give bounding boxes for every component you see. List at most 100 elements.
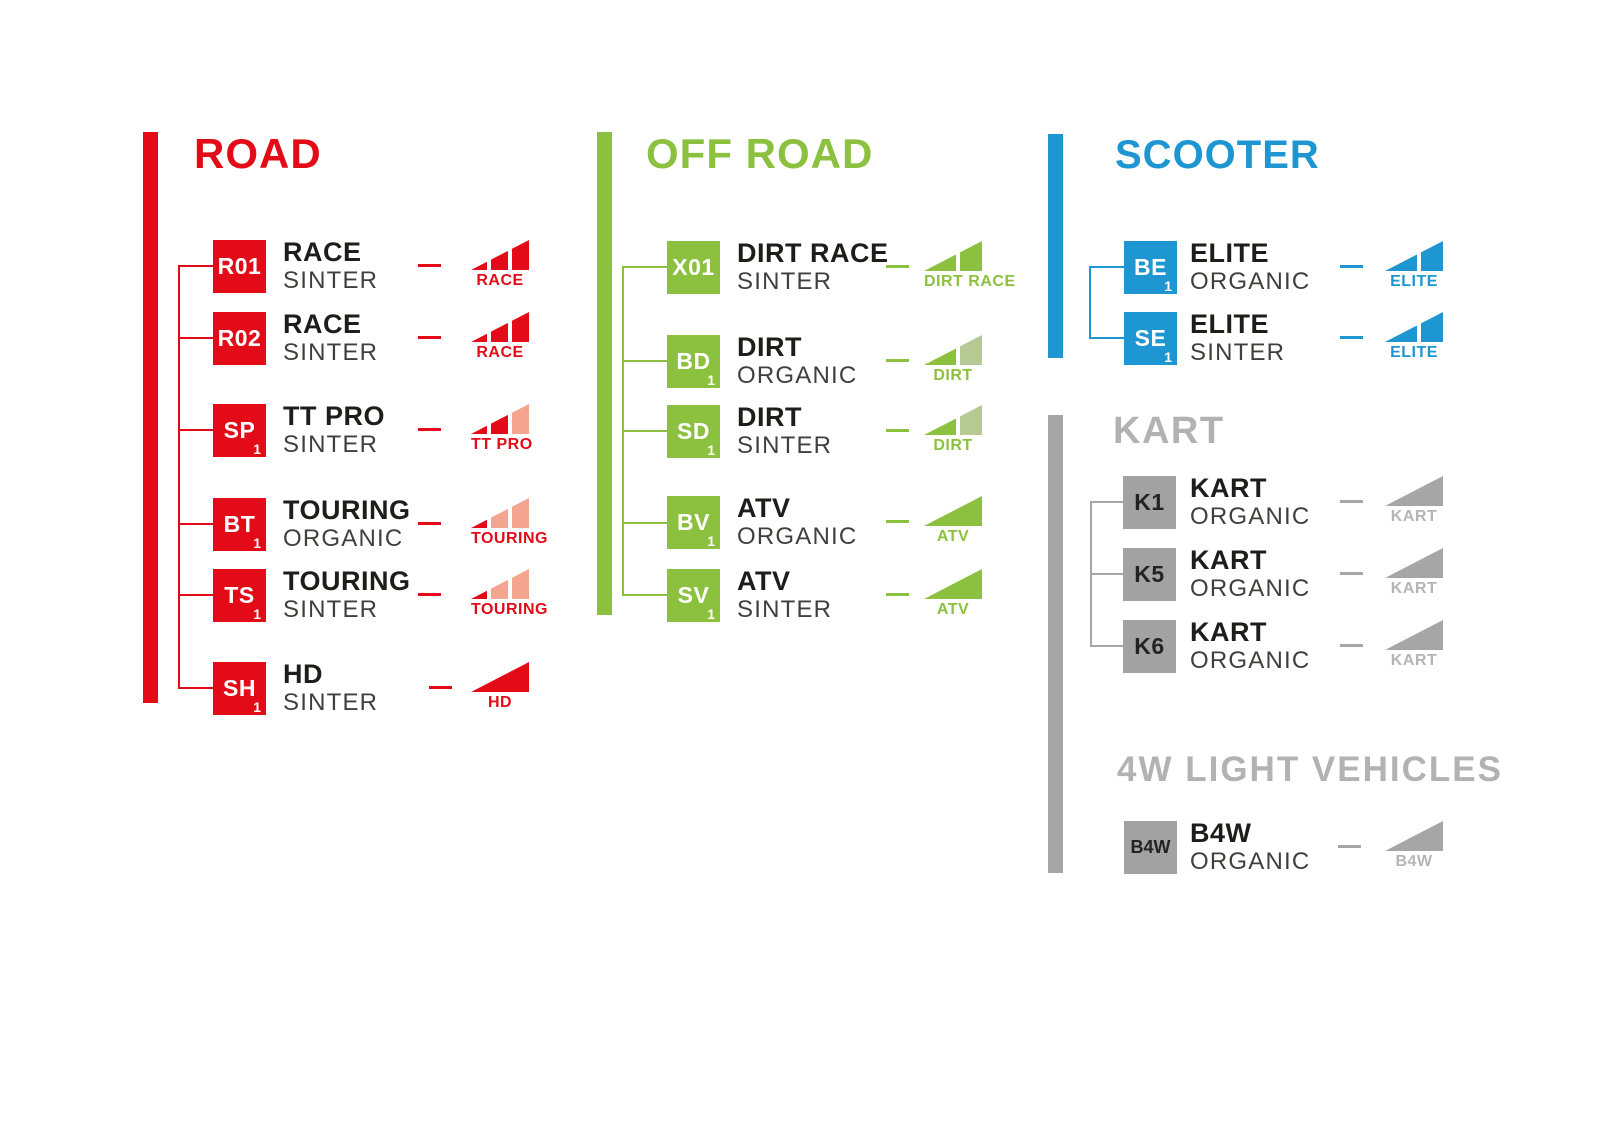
performance-indicator: TOURING: [471, 569, 548, 619]
kart-tree-stub: [1090, 501, 1123, 503]
product-material: SINTER: [737, 268, 833, 295]
product-code-badge: BV 1: [667, 496, 720, 549]
product-code: R01: [217, 253, 262, 279]
product-titles: DIRT SINTER: [737, 401, 832, 461]
product-material: ORGANIC: [283, 525, 404, 552]
product-name: RACE: [283, 237, 362, 267]
product-name: ELITE: [1190, 309, 1270, 339]
connector-dash: [418, 593, 441, 596]
product-material: SINTER: [737, 432, 833, 459]
lightvehicles-section-title: 4W LIGHT VEHICLES: [1117, 750, 1503, 789]
product-code-badge: SV 1: [667, 569, 720, 622]
performance-bars-icon: [1385, 821, 1443, 851]
product-titles: KART ORGANIC: [1190, 616, 1310, 676]
road-tree-line: [178, 266, 180, 688]
performance-indicator: ELITE: [1385, 241, 1443, 291]
performance-indicator: TT PRO: [471, 404, 533, 454]
product-code-subscript: 1: [707, 442, 715, 458]
product-material: SINTER: [283, 596, 379, 623]
connector-dash: [1340, 500, 1363, 503]
product-code-badge: B4W: [1124, 821, 1177, 874]
performance-bars-icon: [471, 240, 529, 270]
connector-dash: [1340, 336, 1363, 339]
performance-label: ELITE: [1390, 344, 1438, 361]
product-code: BV: [677, 509, 710, 535]
connector-dash: [1338, 845, 1361, 848]
performance-label: DIRT: [933, 367, 973, 384]
product-titles: ELITE ORGANIC: [1190, 237, 1310, 297]
product-code: B4W: [1130, 837, 1171, 857]
product-code-badge: SE 1: [1124, 312, 1177, 365]
product-code-badge: TS 1: [213, 569, 266, 622]
connector-dash: [886, 359, 909, 362]
product-titles: ATV ORGANIC: [737, 492, 857, 552]
performance-label: TT PRO: [471, 436, 533, 453]
performance-label: TOURING: [471, 601, 548, 618]
performance-bars-icon: [1385, 312, 1443, 342]
connector-dash: [418, 522, 441, 525]
product-code-badge: SH 1: [213, 662, 266, 715]
performance-bars-icon: [471, 312, 529, 342]
kart-section-title: KART: [1113, 410, 1225, 452]
product-code: X01: [672, 254, 715, 280]
performance-label: DIRT RACE: [924, 273, 1016, 290]
connector-dash: [1340, 265, 1363, 268]
performance-label: KART: [1390, 652, 1438, 669]
product-code: BD: [676, 348, 711, 374]
performance-bars-icon: [924, 496, 982, 526]
product-titles: HD SINTER: [283, 658, 378, 718]
product-name: DIRT: [737, 332, 802, 362]
offroad-section-title: OFF ROAD: [646, 130, 874, 177]
offroad-tree-stub: [622, 430, 667, 432]
product-material: SINTER: [283, 431, 379, 458]
performance-label: ATV: [936, 528, 970, 545]
product-material: SINTER: [283, 339, 379, 366]
product-code-subscript: 1: [707, 606, 715, 622]
connector-dash: [886, 265, 909, 268]
product-material: SINTER: [283, 689, 379, 716]
scooter-tree-line: [1089, 267, 1091, 338]
product-titles: RACE SINTER: [283, 308, 378, 368]
product-code: SV: [677, 582, 710, 608]
road-tree-stub: [178, 265, 213, 267]
connector-dash: [418, 336, 441, 339]
product-material: SINTER: [1190, 339, 1286, 366]
performance-bars-icon: [924, 569, 982, 599]
connector-dash: [1340, 644, 1363, 647]
product-code-subscript: 1: [253, 535, 261, 551]
performance-label: RACE: [476, 272, 524, 289]
product-name: DIRT RACE: [737, 238, 889, 268]
connector-dash: [886, 593, 909, 596]
product-code: TS: [224, 582, 255, 608]
performance-label: ELITE: [1390, 273, 1438, 290]
product-code-badge: K6: [1123, 620, 1176, 673]
kart-tree-stub: [1090, 645, 1123, 647]
performance-bars-icon: [1385, 548, 1443, 578]
connector-dash: [418, 264, 441, 267]
performance-indicator: DIRT: [924, 405, 982, 455]
connector-dash: [886, 429, 909, 432]
performance-label: B4W: [1395, 853, 1433, 870]
product-material: ORGANIC: [1190, 848, 1311, 875]
performance-bars-icon: [1385, 476, 1443, 506]
performance-bars-icon: [924, 241, 982, 271]
product-name: HD: [283, 659, 323, 689]
road-tree-stub: [178, 594, 213, 596]
product-name: RACE: [283, 309, 362, 339]
product-name: KART: [1190, 473, 1267, 503]
product-code-subscript: 1: [253, 441, 261, 457]
performance-indicator: TOURING: [471, 498, 547, 548]
performance-indicator: KART: [1385, 476, 1443, 526]
connector-dash: [429, 686, 452, 689]
product-name: ELITE: [1190, 238, 1270, 268]
scooter-section-bar: [1048, 134, 1063, 358]
performance-bars-icon: [1385, 241, 1443, 271]
product-titles: ELITE SINTER: [1190, 308, 1285, 368]
performance-label: KART: [1390, 508, 1438, 525]
performance-bars-icon: [924, 335, 982, 365]
road-tree-stub: [178, 429, 213, 431]
product-material: SINTER: [283, 267, 379, 294]
product-name: KART: [1190, 545, 1267, 575]
product-code-badge: BE 1: [1124, 241, 1177, 294]
product-code-badge: BT 1: [213, 498, 266, 551]
